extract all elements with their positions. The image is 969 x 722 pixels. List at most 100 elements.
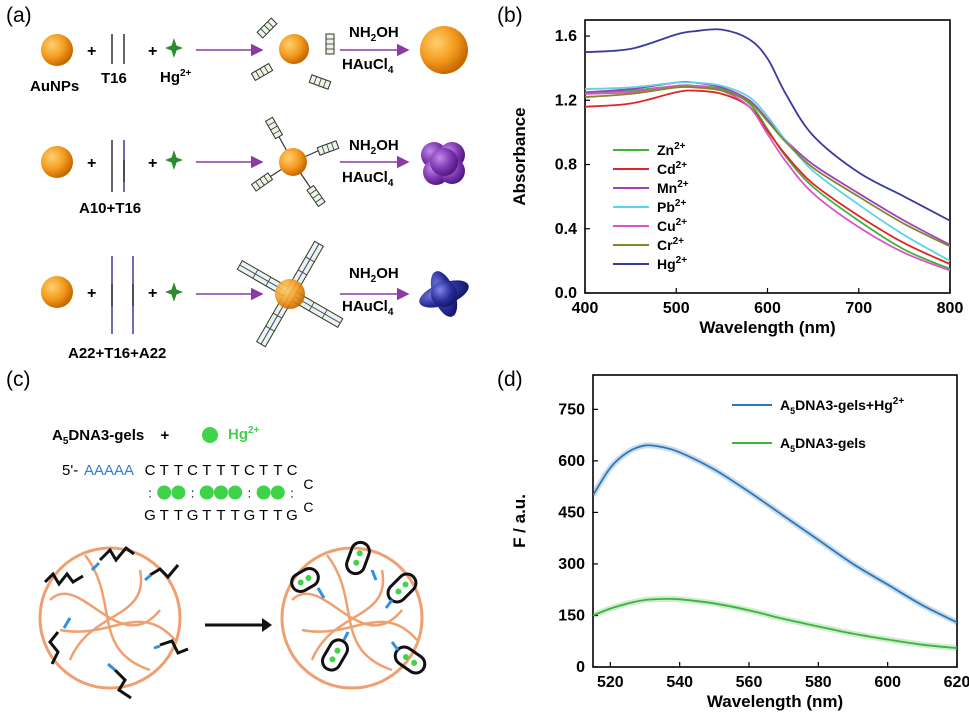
hg-bridge-dot bbox=[199, 485, 214, 500]
legend-label: Cd2+ bbox=[657, 160, 687, 177]
x-tick-label: 400 bbox=[572, 300, 599, 317]
plus-sign: + bbox=[87, 43, 96, 60]
bottom-base: T bbox=[231, 507, 240, 524]
product-purple-nanoparticle bbox=[421, 142, 465, 185]
bottom-base: G bbox=[144, 507, 156, 524]
x-tick-label: 540 bbox=[666, 674, 693, 691]
loop-base: C bbox=[303, 476, 313, 492]
y-tick-label: 1.6 bbox=[555, 28, 577, 45]
hg-bridge-dot bbox=[256, 485, 271, 500]
series-line bbox=[585, 85, 950, 248]
plot-frame bbox=[584, 19, 951, 294]
y-tick-label: 450 bbox=[558, 504, 585, 521]
plot-frame bbox=[592, 374, 958, 668]
bottom-base: T bbox=[259, 507, 268, 524]
top-base: T bbox=[160, 462, 169, 479]
y-tick-label: 0.4 bbox=[555, 221, 577, 238]
sequence-5prime: 5'- bbox=[62, 462, 78, 479]
bottom-base: G bbox=[187, 507, 199, 524]
y-axis-label: F / a.u. bbox=[510, 494, 529, 548]
series-band bbox=[593, 595, 957, 652]
series-line bbox=[593, 597, 957, 650]
chart-d-fluorescence: 520 540 560 580 600 620 0 150 300 450 600 750 Wavele… bbox=[510, 374, 969, 711]
legend-label: A5DNA3-gels+Hg2+ bbox=[780, 396, 904, 416]
gel-before bbox=[38, 545, 189, 700]
y-axis-label: Absorbance bbox=[510, 107, 529, 205]
svg-text:+: + bbox=[87, 155, 96, 172]
legend-label: Cu2+ bbox=[657, 217, 687, 234]
panel-label-d: (d) bbox=[497, 368, 523, 391]
y-tick-label: 750 bbox=[558, 401, 585, 418]
hg-bridge-dot bbox=[214, 485, 228, 500]
hg-bridge-dot bbox=[270, 485, 285, 500]
panel-label-c: (c) bbox=[6, 368, 31, 391]
panel-label-b: (b) bbox=[497, 4, 523, 27]
top-base: T bbox=[259, 462, 268, 479]
x-tick-label: 580 bbox=[805, 674, 832, 691]
y-tick-label: 0.8 bbox=[555, 157, 577, 174]
svg-text:+: + bbox=[87, 285, 96, 302]
hg-label-row1: Hg2+ bbox=[160, 68, 192, 86]
row1-reagent-haucl4: HAuCl4 bbox=[342, 56, 394, 76]
aunp-with-long-ladders bbox=[236, 240, 344, 348]
legend-label: Zn2+ bbox=[657, 141, 686, 158]
x-tick-label: 600 bbox=[754, 300, 781, 317]
bottom-base: T bbox=[216, 507, 225, 524]
series-line bbox=[585, 84, 950, 272]
base-pair-dots: : bbox=[191, 486, 195, 501]
x-tick-label: 500 bbox=[663, 300, 690, 317]
y-tick-label: 150 bbox=[558, 607, 585, 624]
top-base: T bbox=[202, 462, 211, 479]
row2-reagent-haucl4: HAuCl4 bbox=[342, 169, 394, 189]
bottom-base: T bbox=[273, 507, 282, 524]
product-blue-nanoparticle bbox=[419, 271, 469, 317]
base-pair-dots: : bbox=[248, 486, 252, 501]
top-base: T bbox=[216, 462, 225, 479]
x-axis-label: Wavelength (nm) bbox=[699, 318, 835, 337]
x-axis-label: Wavelength (nm) bbox=[707, 692, 843, 711]
x-tick-label: 560 bbox=[736, 674, 763, 691]
series-line bbox=[593, 444, 957, 624]
bottom-base: T bbox=[160, 507, 169, 524]
base-pair-dots: : bbox=[290, 486, 294, 501]
sequence-a-tail: AAAAA bbox=[84, 462, 134, 479]
hg-bridge-dot bbox=[157, 485, 172, 500]
row3-reagent-haucl4: HAuCl4 bbox=[342, 298, 394, 318]
x-tick-label: 620 bbox=[944, 674, 969, 691]
loop-base: C bbox=[303, 499, 313, 515]
top-base: C bbox=[187, 462, 198, 479]
top-base: C bbox=[145, 462, 156, 479]
bottom-base: G bbox=[244, 507, 256, 524]
legend-label: Mn2+ bbox=[657, 179, 689, 196]
y-tick-label: 0 bbox=[576, 659, 585, 676]
row3-dna-label: A22+T16+A22 bbox=[68, 345, 167, 362]
bottom-base: G bbox=[286, 507, 298, 524]
legend-label: A5DNA3-gels bbox=[780, 435, 866, 454]
hg-ion-dot bbox=[202, 427, 218, 443]
panel-c-title: A5DNA3-gels + bbox=[52, 427, 170, 447]
hg-bridge-dot bbox=[228, 485, 243, 500]
svg-text:+: + bbox=[148, 285, 157, 302]
row3-reagent-nh2oh: NH2OH bbox=[349, 265, 399, 285]
aunp-sphere bbox=[41, 34, 73, 66]
y-tick-label: 1.2 bbox=[555, 92, 577, 109]
x-tick-label: 700 bbox=[845, 300, 872, 317]
series-band bbox=[593, 442, 957, 626]
row2-dna-label: A10+T16 bbox=[79, 200, 142, 217]
aunps-label: AuNPs bbox=[30, 78, 80, 95]
top-base: C bbox=[244, 462, 255, 479]
series-line bbox=[585, 84, 950, 270]
legend-label: Pb2+ bbox=[657, 198, 686, 215]
row1-dna-label: T16 bbox=[101, 70, 127, 87]
x-tick-label: 800 bbox=[937, 300, 964, 317]
panel-c-hg-label: Hg2+ bbox=[228, 425, 260, 443]
row2-reagent-nh2oh: NH2OH bbox=[349, 137, 399, 157]
svg-text:+: + bbox=[148, 43, 157, 60]
row1-reagent-nh2oh: NH2OH bbox=[349, 24, 399, 44]
top-base: T bbox=[273, 462, 282, 479]
panel-label-a: (a) bbox=[6, 4, 32, 27]
chart-b-absorbance: 400 500 600 700 800 0.0 0.4 0.8 1.2 1.6 Wavelength… bbox=[510, 19, 964, 337]
base-pair-dots: : bbox=[148, 486, 152, 501]
top-base: C bbox=[287, 462, 298, 479]
